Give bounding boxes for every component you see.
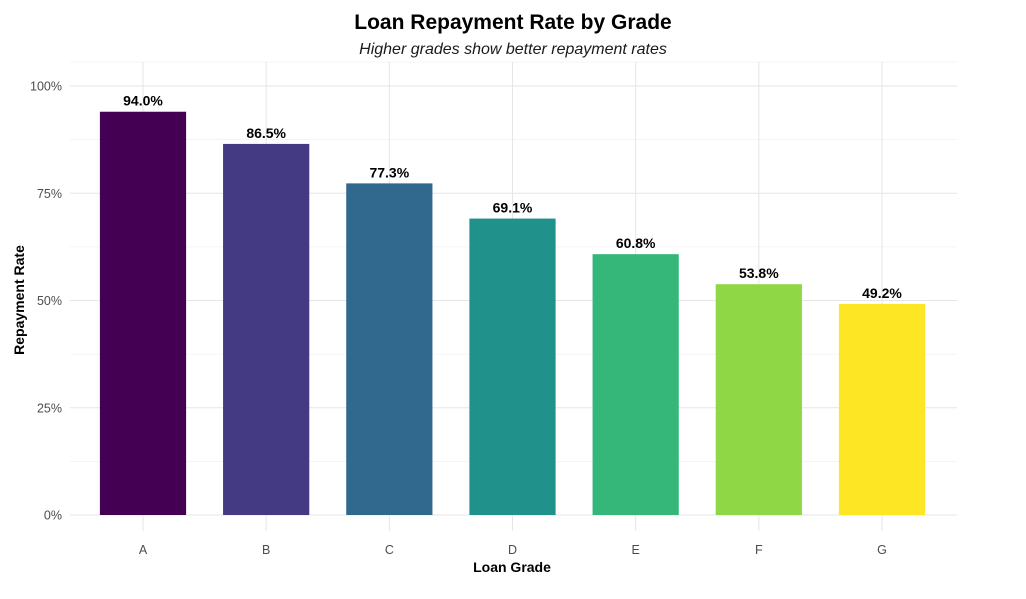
data-label-A: 94.0%	[123, 93, 163, 109]
y-tick-label: 25%	[37, 401, 62, 415]
x-tick-label: B	[262, 543, 270, 557]
x-axis-title: Loan Grade	[473, 559, 551, 575]
y-axis-title: Repayment Rate	[11, 245, 27, 355]
bar-D	[469, 218, 556, 515]
y-tick-label: 75%	[37, 187, 62, 201]
data-label-F: 53.8%	[739, 265, 779, 281]
bar-B	[223, 143, 310, 516]
x-tick-label: F	[755, 543, 763, 557]
data-label-C: 77.3%	[369, 164, 409, 180]
chart-subtitle: Higher grades show better repayment rate…	[359, 41, 667, 58]
x-tick-label: C	[385, 543, 394, 557]
y-tick-label: 50%	[37, 294, 62, 308]
bar-E	[592, 254, 679, 515]
bar-A	[99, 111, 187, 516]
data-label-G: 49.2%	[862, 285, 902, 301]
data-labels: 94.0% 86.5% 77.3% 69.1% 60.8% 53.8% 49.2%	[123, 93, 902, 301]
data-label-D: 69.1%	[493, 200, 533, 216]
y-tick-label: 100%	[30, 80, 62, 94]
x-tick-label: A	[139, 543, 148, 557]
x-tick-label: G	[877, 543, 887, 557]
y-axis-ticks: 0% 25% 50% 75% 100%	[30, 80, 62, 523]
x-axis-ticks: A B C D E F G	[139, 543, 887, 557]
x-tick-label: D	[508, 543, 517, 557]
bar-C	[346, 183, 433, 515]
bars	[99, 111, 926, 516]
data-label-B: 86.5%	[246, 125, 286, 141]
chart-title: Loan Repayment Rate by Grade	[354, 11, 671, 34]
bar-F	[715, 284, 802, 515]
x-tick-label: E	[631, 543, 639, 557]
data-label-E: 60.8%	[616, 235, 656, 251]
y-tick-label: 0%	[44, 509, 62, 523]
bar-G	[838, 303, 926, 515]
